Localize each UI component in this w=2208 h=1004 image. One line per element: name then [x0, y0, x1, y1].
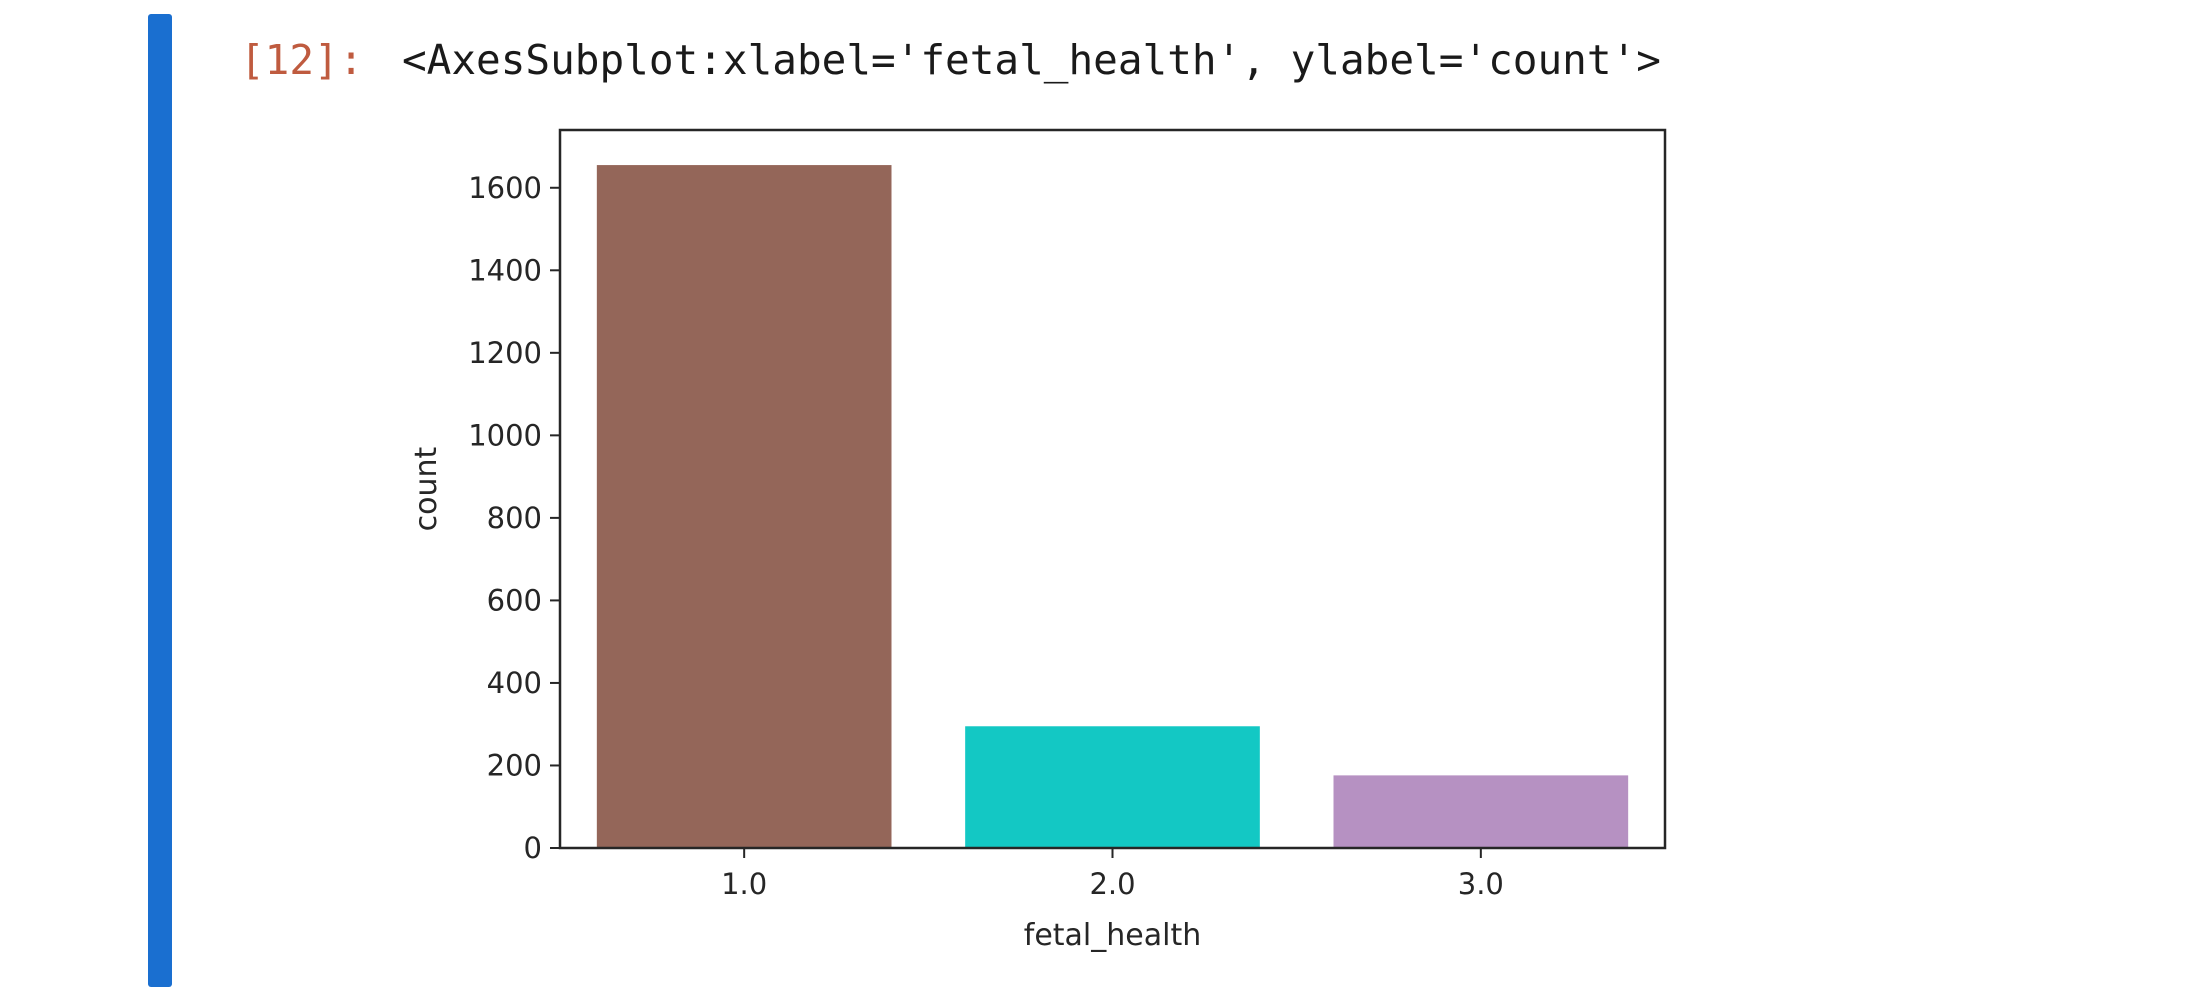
- y-tick-label: 600: [487, 583, 542, 617]
- bar-1.0: [596, 165, 892, 848]
- x-tick-label: 2.0: [1089, 867, 1135, 901]
- y-tick-label: 1600: [468, 171, 542, 205]
- cell-output-text: <AxesSubplot:xlabel='fetal_health', ylab…: [402, 36, 1661, 84]
- cell-selection-bar[interactable]: [148, 14, 172, 987]
- y-tick-label: 0: [524, 831, 542, 865]
- x-tick-label: 3.0: [1458, 867, 1504, 901]
- bar-2.0: [965, 726, 1260, 848]
- y-tick-label: 800: [487, 501, 542, 535]
- y-axis-ticks: 0 200 400 600 800 1000 1200 1400 1600: [468, 171, 560, 865]
- x-axis-label: fetal_health: [1024, 918, 1201, 953]
- axes-frame: [558, 128, 1667, 850]
- bar-3.0: [1333, 775, 1629, 848]
- y-tick-label: 400: [487, 666, 542, 700]
- x-tick-label: 1.0: [721, 867, 767, 901]
- y-axis-label: count: [409, 446, 444, 531]
- y-tick-label: 1400: [468, 253, 542, 287]
- y-tick-label: 1200: [468, 336, 542, 370]
- y-tick-label: 200: [487, 748, 542, 782]
- execution-count-prompt: [12]:: [240, 36, 364, 84]
- y-tick-label: 1000: [468, 418, 542, 452]
- bars-layer: [596, 165, 1629, 848]
- bar-chart: 0 200 400 600 800 1000 1200 1400 1600 1.0 2.0 3.0 …: [380, 110, 1720, 970]
- x-axis-ticks: 1.0 2.0 3.0: [721, 848, 1504, 901]
